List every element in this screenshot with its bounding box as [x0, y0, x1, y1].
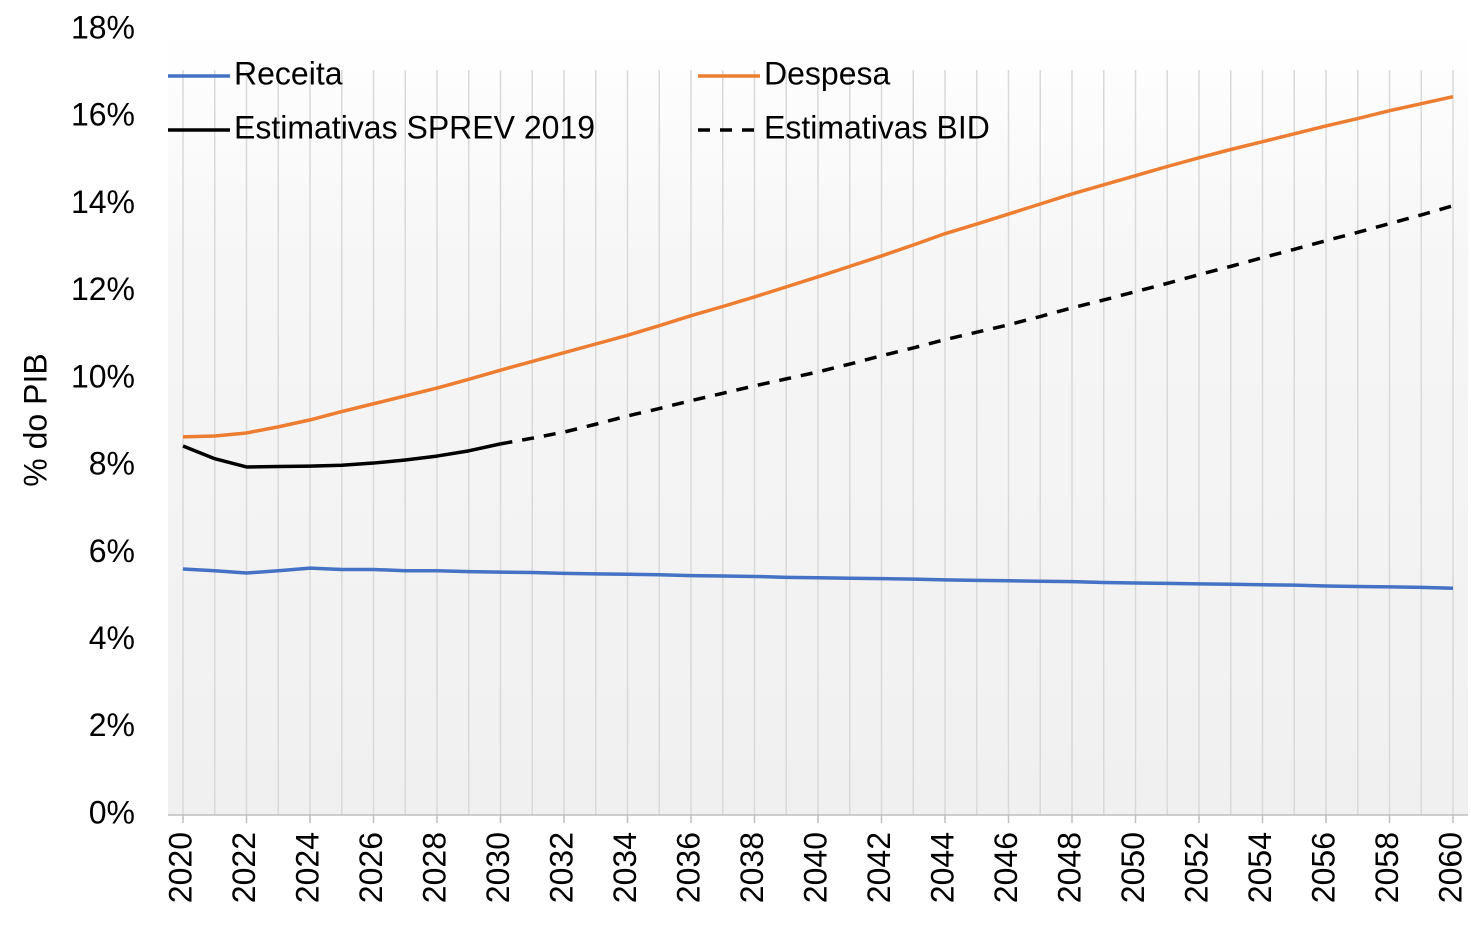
x-tick-label: 2020	[162, 832, 198, 903]
y-tick-label: 14%	[71, 184, 135, 220]
series-line	[500, 204, 1454, 446]
y-tick-label: 2%	[89, 707, 135, 743]
x-tick-label: 2060	[1432, 832, 1468, 903]
x-tick-label: 2034	[607, 832, 643, 903]
y-tick-label: 4%	[89, 620, 135, 656]
series-line	[182, 566, 1454, 590]
x-tick-label: 2040	[797, 832, 833, 903]
x-tick-label: 2030	[480, 832, 516, 903]
y-tick-label: 8%	[89, 446, 135, 482]
y-tick-label: 18%	[71, 9, 135, 45]
x-tick-label: 2032	[543, 832, 579, 903]
x-tick-label: 2046	[988, 832, 1024, 903]
x-tick-label: 2026	[353, 832, 389, 903]
x-tick-label: 2044	[924, 832, 960, 903]
x-tick-label: 2022	[226, 832, 262, 903]
legend-label: Estimativas SPREV 2019	[234, 109, 595, 145]
x-tick-label: 2052	[1178, 832, 1214, 903]
y-tick-label: 16%	[71, 97, 135, 133]
x-tick-label: 2048	[1051, 832, 1087, 903]
y-tick-label: 10%	[71, 358, 135, 394]
legend-label: Despesa	[764, 55, 891, 91]
y-tick-label: 12%	[71, 271, 135, 307]
x-tick-label: 2050	[1115, 832, 1151, 903]
y-axis-label: % do PIB	[17, 353, 53, 486]
y-tick-label: 6%	[89, 533, 135, 569]
x-tick-label: 2038	[734, 832, 770, 903]
series-line	[182, 95, 1454, 439]
series-line	[182, 442, 501, 469]
x-tick-label: 2054	[1242, 832, 1278, 903]
x-tick-label: 2056	[1305, 832, 1341, 903]
legend-label: Receita	[234, 55, 343, 91]
legend-label: Estimativas BID	[764, 109, 990, 145]
x-tick-label: 2028	[416, 832, 452, 903]
x-tick-label: 2024	[289, 832, 325, 903]
y-tick-label: 0%	[89, 794, 135, 830]
x-tick-label: 2036	[670, 832, 706, 903]
x-tick-label: 2042	[861, 832, 897, 903]
x-tick-label: 2058	[1369, 832, 1405, 903]
